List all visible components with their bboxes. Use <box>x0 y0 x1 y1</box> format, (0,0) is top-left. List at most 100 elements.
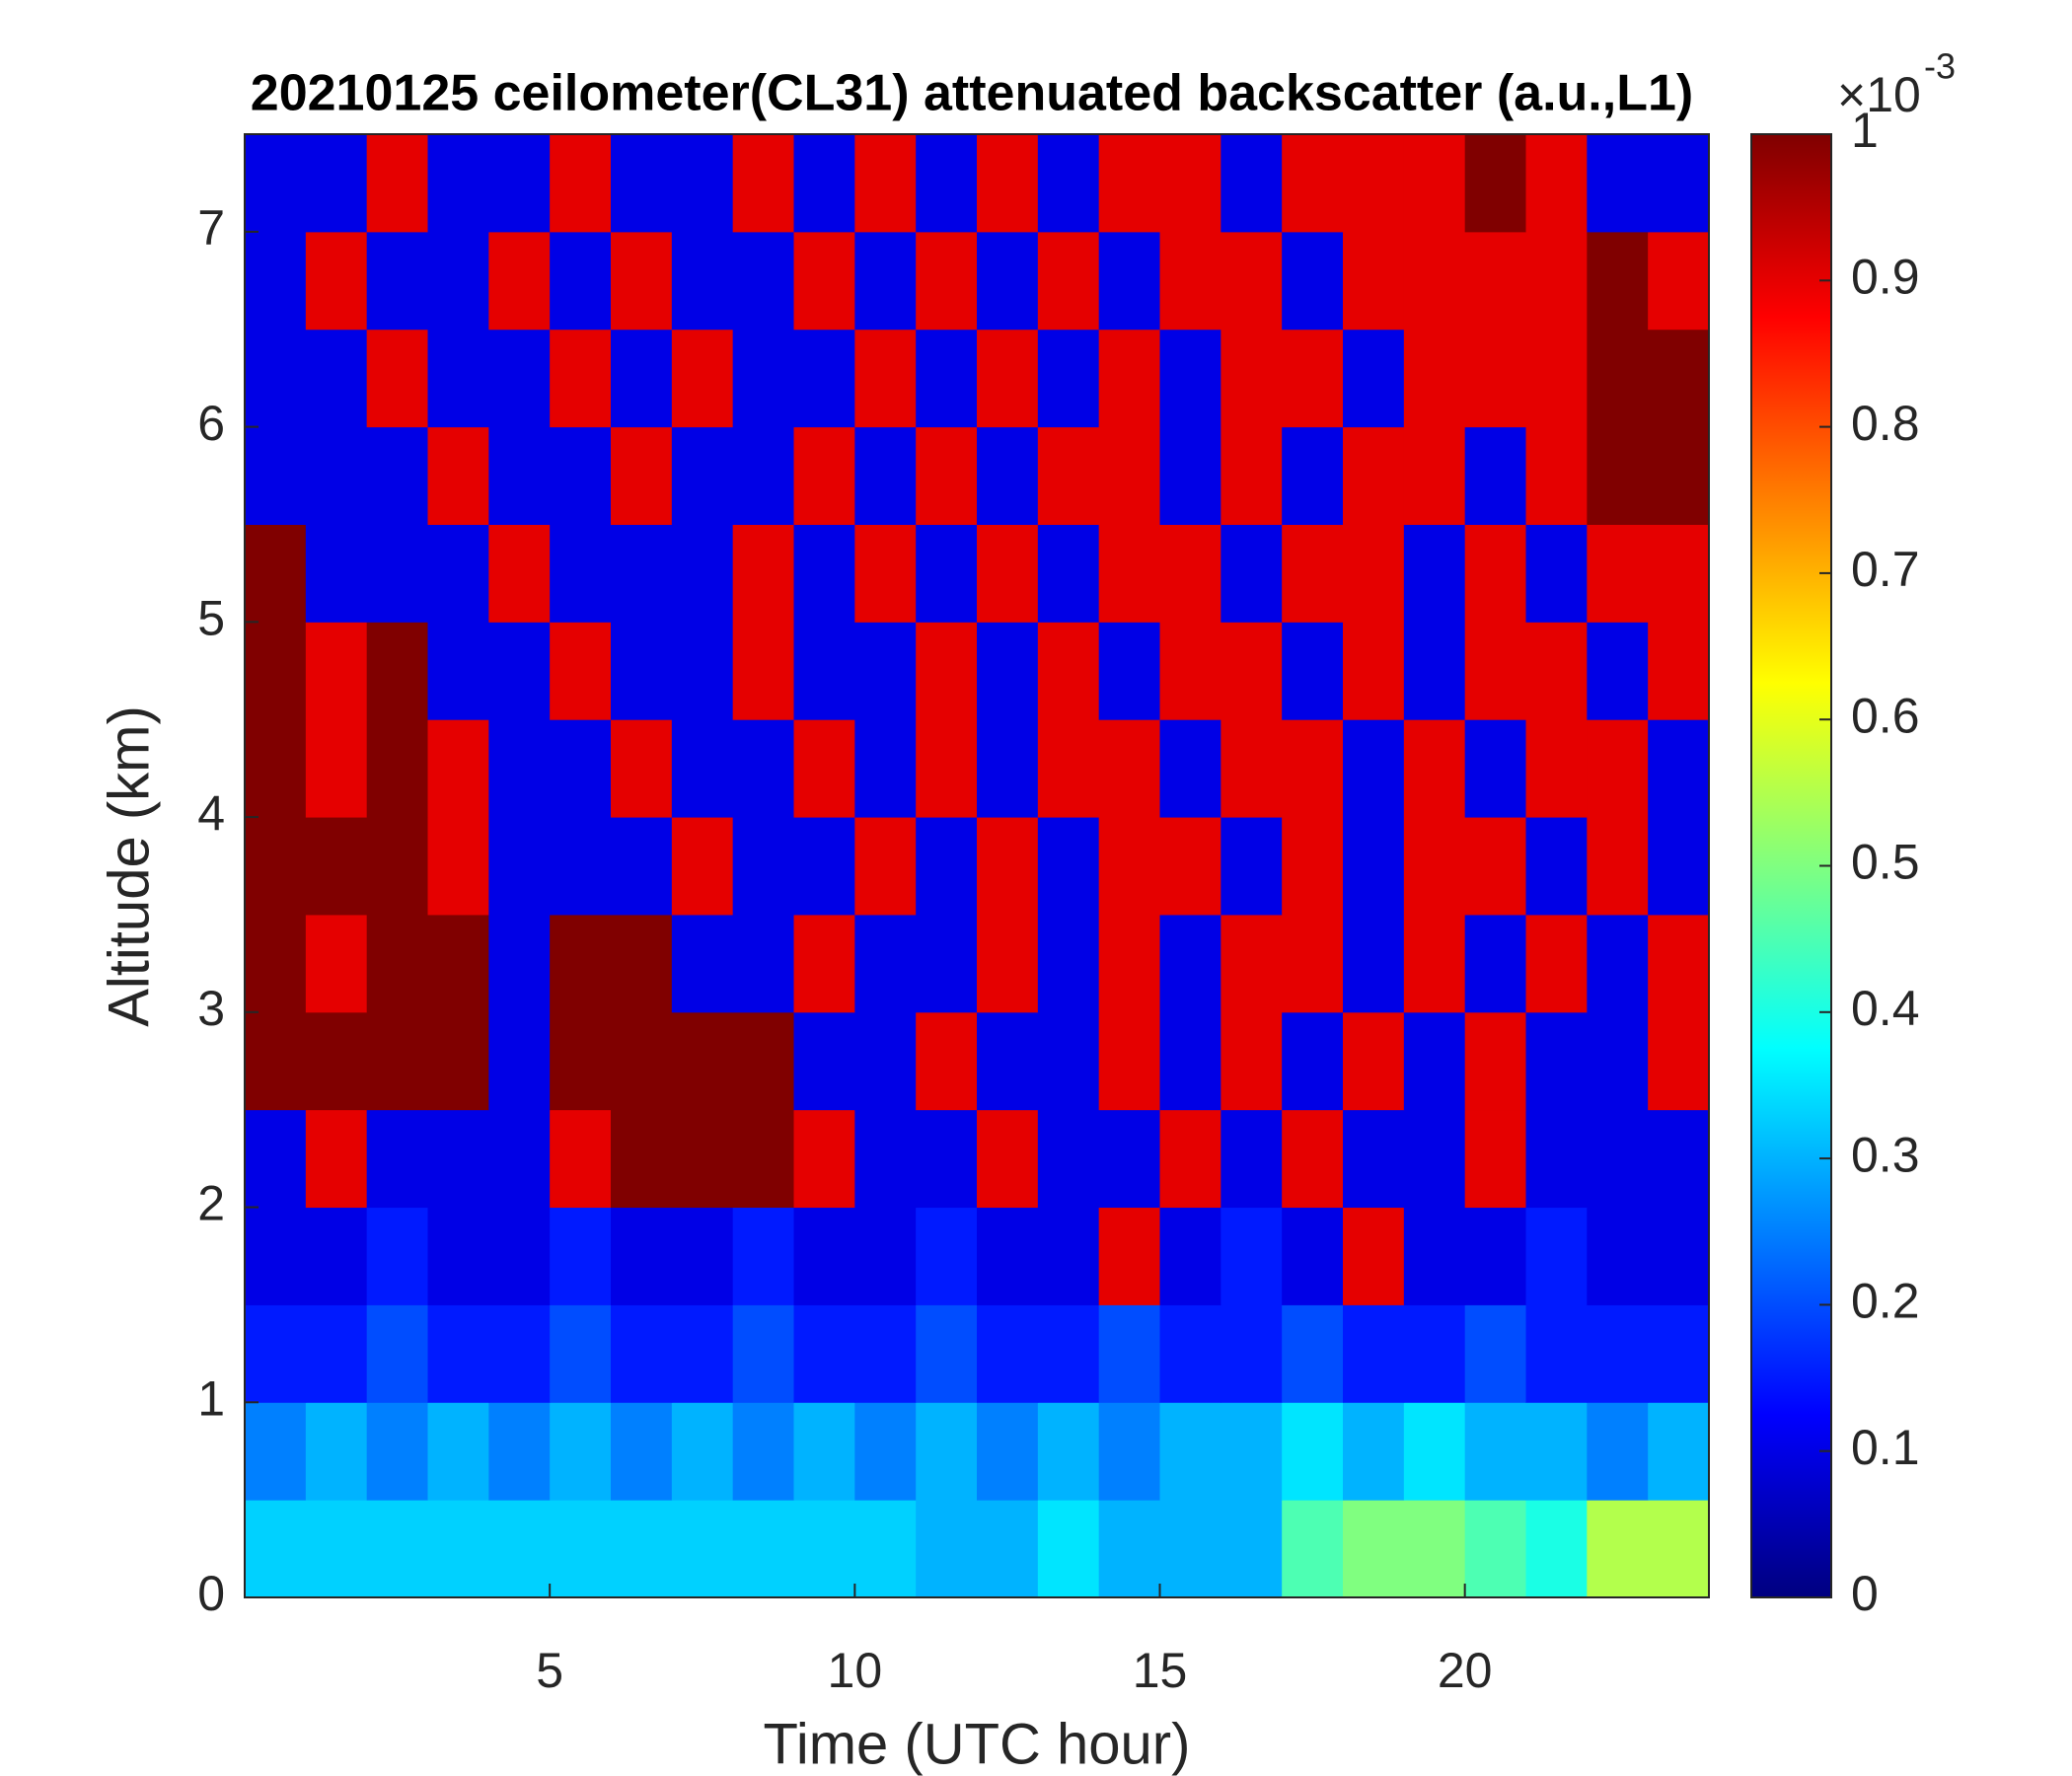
heat-cell <box>550 1402 612 1501</box>
heat-cell <box>1037 134 1100 233</box>
heat-cell <box>305 426 368 525</box>
heat-cell <box>1282 329 1344 428</box>
heat-cell <box>671 231 734 331</box>
heat-cell <box>1403 426 1466 525</box>
heat-cell <box>366 1011 428 1111</box>
heat-cell <box>977 817 1039 916</box>
heat-cell <box>1159 1402 1221 1501</box>
colorbar-tick-label: 1 <box>1851 103 1879 158</box>
heat-cell <box>427 426 489 525</box>
heat-cell <box>1098 1304 1160 1403</box>
heat-cell <box>1343 524 1405 623</box>
heat-cell <box>1648 426 1710 525</box>
heat-cell <box>611 1402 673 1501</box>
heat-cell <box>1464 1011 1526 1111</box>
heat-cell <box>1648 914 1710 1013</box>
heat-cell <box>671 1304 734 1403</box>
heat-cell <box>1221 524 1283 623</box>
heat-cell <box>1037 1207 1100 1305</box>
heat-cell <box>671 134 734 233</box>
heat-cell <box>488 524 551 623</box>
heat-cell <box>611 622 673 720</box>
heat-cell <box>611 1500 673 1598</box>
heat-cell <box>305 622 368 720</box>
heat-cell <box>1221 426 1283 525</box>
heat-cell <box>1648 1304 1710 1403</box>
heat-cell <box>854 1402 917 1501</box>
heat-cell <box>1403 1304 1466 1403</box>
heat-cell <box>1464 817 1526 916</box>
heat-cell <box>671 426 734 525</box>
heat-cell <box>732 134 794 233</box>
heat-cell <box>611 1304 673 1403</box>
y-axis-label: Altitude (km) <box>97 705 161 1027</box>
heat-cell <box>1587 719 1649 818</box>
heat-cell <box>793 914 855 1013</box>
heat-cell <box>1525 524 1588 623</box>
heat-cell <box>366 719 428 818</box>
heat-cell <box>488 426 551 525</box>
heat-cell <box>550 1011 612 1111</box>
heat-cell <box>854 1011 917 1111</box>
heat-cell <box>1525 622 1588 720</box>
heat-cell <box>245 329 307 428</box>
heat-cell <box>1037 231 1100 331</box>
heat-cell <box>1098 524 1160 623</box>
heat-cell <box>977 329 1039 428</box>
heat-cell <box>1221 231 1283 331</box>
heat-cell <box>550 329 612 428</box>
heat-cell <box>1221 1109 1283 1209</box>
heat-cell <box>550 231 612 331</box>
heat-cell <box>245 622 307 720</box>
heat-cell <box>1282 719 1344 818</box>
y-tick-label: 6 <box>197 396 225 451</box>
heat-cell <box>1464 1402 1526 1501</box>
heat-cell <box>1343 1304 1405 1403</box>
heat-cell <box>550 524 612 623</box>
heat-cell <box>488 622 551 720</box>
heat-cell <box>550 719 612 818</box>
heat-cell <box>1648 329 1710 428</box>
heat-cell <box>1098 1011 1160 1111</box>
y-tick-label: 0 <box>197 1566 225 1621</box>
heat-cell <box>1403 1109 1466 1209</box>
heat-cell <box>732 622 794 720</box>
x-tick-label: 10 <box>828 1643 883 1698</box>
heat-cell <box>1037 817 1100 916</box>
heat-cell <box>488 719 551 818</box>
heat-cell <box>1159 329 1221 428</box>
colorbar-tick-label: 0.8 <box>1851 396 1920 451</box>
heat-cell <box>1525 1207 1588 1305</box>
heat-cell <box>1587 1207 1649 1305</box>
heat-cell <box>854 914 917 1013</box>
heat-cell <box>1343 426 1405 525</box>
heat-cell <box>427 1304 489 1403</box>
heat-cell <box>671 1402 734 1501</box>
heat-cell <box>550 1207 612 1305</box>
heat-cell <box>611 134 673 233</box>
heat-cell <box>854 719 917 818</box>
heat-cell <box>366 1109 428 1209</box>
heat-cell <box>488 329 551 428</box>
y-tick-label: 2 <box>197 1176 225 1231</box>
heat-cell <box>916 817 978 916</box>
heat-cell <box>366 1402 428 1501</box>
heat-cell <box>1282 1500 1344 1598</box>
heat-cell <box>488 1109 551 1209</box>
heat-cell <box>1403 1402 1466 1501</box>
heat-cell <box>427 1011 489 1111</box>
heat-cell <box>854 134 917 233</box>
heat-cell <box>732 1500 794 1598</box>
heat-cell <box>671 329 734 428</box>
heat-cell <box>1464 231 1526 331</box>
heat-cell <box>1282 914 1344 1013</box>
heat-cell <box>1403 1500 1466 1598</box>
heat-cell <box>1221 1402 1283 1501</box>
heat-cell <box>793 817 855 916</box>
heat-cell <box>488 1402 551 1501</box>
heat-cell <box>1098 1109 1160 1209</box>
heat-cell <box>245 134 307 233</box>
heatmap <box>245 134 1710 1598</box>
heat-cell <box>854 817 917 916</box>
heat-cell <box>611 914 673 1013</box>
